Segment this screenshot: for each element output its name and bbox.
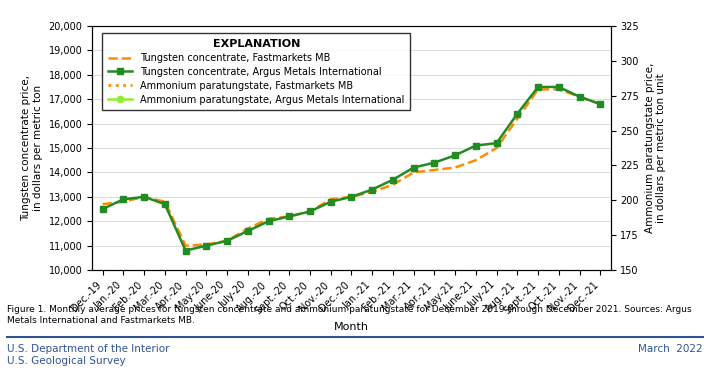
- Legend: Tungsten concentrate, Fastmarkets MB, Tungsten concentrate, Argus Metals Interna: Tungsten concentrate, Fastmarkets MB, Tu…: [102, 33, 410, 110]
- Text: U.S. Department of the Interior
U.S. Geological Survey: U.S. Department of the Interior U.S. Geo…: [7, 344, 170, 366]
- Text: March  2022: March 2022: [638, 344, 703, 354]
- Y-axis label: Ammonium paratungstate price,
in dollars per metric ton unit: Ammonium paratungstate price, in dollars…: [645, 63, 666, 233]
- X-axis label: Month: Month: [334, 322, 369, 332]
- Y-axis label: Tungsten concentrate price,
in dollars per metric ton: Tungsten concentrate price, in dollars p…: [21, 75, 43, 221]
- Text: Figure 1. Monthly average prices for tungsten concentrate and ammonium paratungs: Figure 1. Monthly average prices for tun…: [7, 305, 692, 324]
